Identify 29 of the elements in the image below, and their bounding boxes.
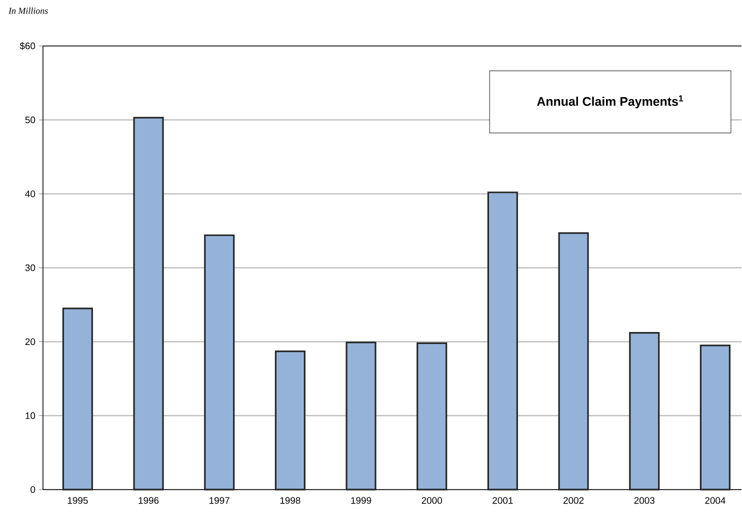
x-tick-label: 1998 xyxy=(280,497,300,504)
y-axis-title: In Millions xyxy=(8,8,48,14)
bar xyxy=(487,192,518,491)
x-tick-label: 2004 xyxy=(705,497,726,504)
bar xyxy=(133,117,164,491)
x-tick-label: 1997 xyxy=(210,497,230,504)
bar xyxy=(346,342,376,491)
y-tick-label: 40 xyxy=(25,190,36,198)
x-tick-label: 1996 xyxy=(138,497,159,504)
y-tick-label: 30 xyxy=(25,264,36,272)
x-tick-label: 2001 xyxy=(492,497,513,504)
x-tick-label: 2003 xyxy=(634,497,654,504)
bar xyxy=(274,350,306,491)
bar xyxy=(416,342,448,491)
x-tick-label: 2002 xyxy=(563,497,584,504)
bar xyxy=(700,344,730,491)
x-tick-label: 1995 xyxy=(68,497,88,504)
bar xyxy=(204,234,235,491)
x-tick-label: 1999 xyxy=(351,497,372,504)
bar xyxy=(62,308,93,491)
bar xyxy=(629,332,660,491)
y-tick-label: 10 xyxy=(26,412,36,420)
bar xyxy=(558,232,589,491)
y-tick-label: 20 xyxy=(25,338,36,346)
x-tick-label: 2000 xyxy=(422,497,442,504)
y-tick-label: 0 xyxy=(30,486,36,494)
text: Annual Claim Payments$^{1}$ xyxy=(537,96,684,109)
y-tick-label: 50 xyxy=(25,116,36,124)
y-tick-label: $60 xyxy=(20,42,36,50)
